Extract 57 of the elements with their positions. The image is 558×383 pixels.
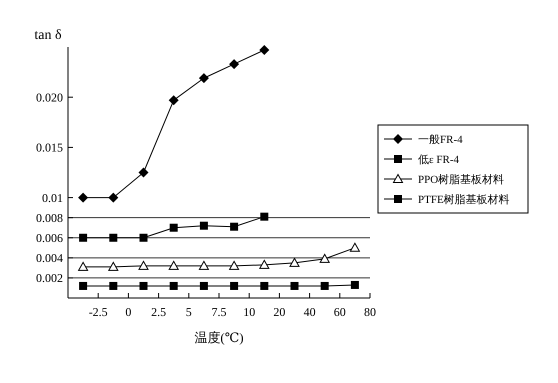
legend-label: PPO树脂基板材料 (418, 172, 504, 186)
x-tick-label: -2.5 (88, 305, 108, 319)
legend-label: 一般FR-4 (418, 134, 464, 146)
point (198, 73, 209, 84)
point (170, 224, 178, 232)
point (168, 95, 179, 106)
point (140, 234, 148, 242)
point (168, 260, 179, 270)
x-axis-title: 温度(℃) (194, 330, 244, 345)
point (259, 260, 270, 269)
x-tick-label: 5 (186, 305, 192, 319)
y-tick-label: 0.002 (36, 271, 63, 286)
point (229, 59, 240, 70)
point (230, 222, 238, 231)
point (140, 282, 148, 290)
point (320, 282, 329, 290)
point (108, 262, 118, 271)
x-tick-label: 10 (243, 305, 256, 319)
point (260, 212, 268, 221)
point (350, 242, 360, 252)
point (200, 282, 208, 290)
x-tick-label: 2.5 (151, 305, 166, 319)
point (78, 262, 88, 271)
y-axis-title: tan δ (34, 28, 62, 43)
point (320, 254, 330, 263)
x-tick-label: 80 (364, 305, 376, 319)
x-tick-label: 40 (304, 305, 316, 319)
point (260, 282, 268, 290)
y-tick-label: 0.006 (36, 230, 63, 245)
point (350, 280, 359, 289)
point (109, 282, 118, 290)
point (200, 222, 208, 230)
point (170, 282, 178, 290)
x-tick-label: 0 (125, 305, 132, 319)
point (138, 260, 148, 270)
point (198, 260, 209, 270)
point (108, 192, 118, 203)
y-tick-label: 0.015 (36, 140, 63, 155)
y-tick-label: 0.004 (36, 251, 63, 266)
point (138, 168, 148, 178)
point (78, 192, 88, 203)
y-tick-label: 0.020 (36, 90, 63, 104)
x-tick-label: 20 (273, 305, 286, 319)
point (229, 260, 240, 270)
point (79, 234, 88, 242)
point (230, 282, 238, 290)
legend-label: 低ε FR-4 (418, 154, 460, 166)
point (109, 234, 118, 242)
x-tick-label: 7.5 (212, 305, 226, 319)
point (79, 282, 88, 290)
legend-label: PTFE树脂基板材料 (418, 192, 510, 206)
point (290, 282, 298, 290)
point (290, 258, 300, 267)
y-tick-label: 0.01 (42, 190, 63, 205)
x-tick-label: 60 (334, 305, 346, 319)
y-tick-label: 0.008 (36, 210, 63, 225)
point (259, 45, 270, 56)
